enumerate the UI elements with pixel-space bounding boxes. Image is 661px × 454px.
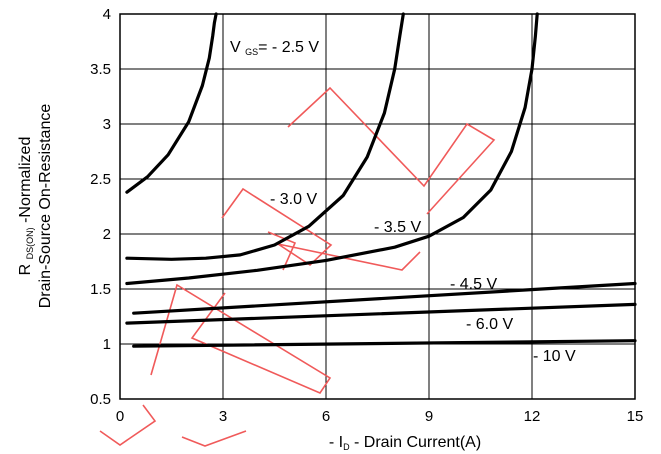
y-tick-label: 2 [103, 226, 111, 243]
svg-text:Drain-Source On-Resistance: Drain-Source On-Resistance [37, 104, 54, 309]
svg-text:R DS(ON) -Normalized: R DS(ON) -Normalized [17, 137, 35, 276]
y-tick-label: 1 [103, 336, 111, 353]
series-line-2 [125, 12, 405, 261]
y-axis-label: R DS(ON) -Normalized Drain-Source On-Res… [17, 104, 54, 309]
watermark-stroke [181, 430, 247, 447]
watermark-stroke [99, 404, 157, 446]
y-tick-label: 3.5 [90, 61, 111, 78]
series-layer [125, 12, 637, 348]
series-label-5: - 6.0 V [466, 316, 513, 333]
x-tick-label: 12 [524, 408, 541, 425]
x-tick-label: 3 [219, 408, 227, 425]
watermark-stroke [150, 283, 332, 394]
x-tick-label: 15 [627, 408, 644, 425]
series-label-6: - 10 V [533, 348, 576, 365]
x-tick-label: 0 [116, 408, 124, 425]
series-line-4 [132, 281, 637, 315]
watermark-stroke [221, 187, 421, 271]
y-tick-label: 0.5 [90, 391, 111, 408]
series-label-2: - 3.0 V [270, 191, 317, 208]
series-line-1 [125, 12, 218, 194]
watermark [99, 86, 496, 447]
x-tick-label: 9 [425, 408, 433, 425]
y-tick-label: 4 [103, 6, 111, 23]
series-line-3 [125, 12, 539, 286]
watermark-stroke [267, 231, 297, 271]
series-line-5 [125, 302, 637, 325]
watermark-stroke [287, 86, 496, 215]
plot-frame [119, 13, 636, 400]
y-tick-label: 3 [103, 116, 111, 133]
x-tick-label: 6 [322, 408, 330, 425]
series-label-3: - 3.5 V [374, 219, 421, 236]
series-label-4: - 4.5 V [450, 276, 497, 293]
series-label-1: V GS= - 2.5 V [230, 39, 319, 57]
tick-labels: 0 3 6 9 12 15 0.5 1 1.5 2 2.5 3 3.5 4 [90, 6, 643, 425]
series-labels: V GS= - 2.5 V - 3.0 V - 3.5 V - 4.5 V - 6.0 … [230, 39, 576, 365]
y-tick-label: 1.5 [90, 281, 111, 298]
x-axis-label: - ID - Drain Current(A) [329, 434, 481, 452]
y-tick-label: 2.5 [90, 171, 111, 188]
series-line-6 [132, 339, 637, 348]
